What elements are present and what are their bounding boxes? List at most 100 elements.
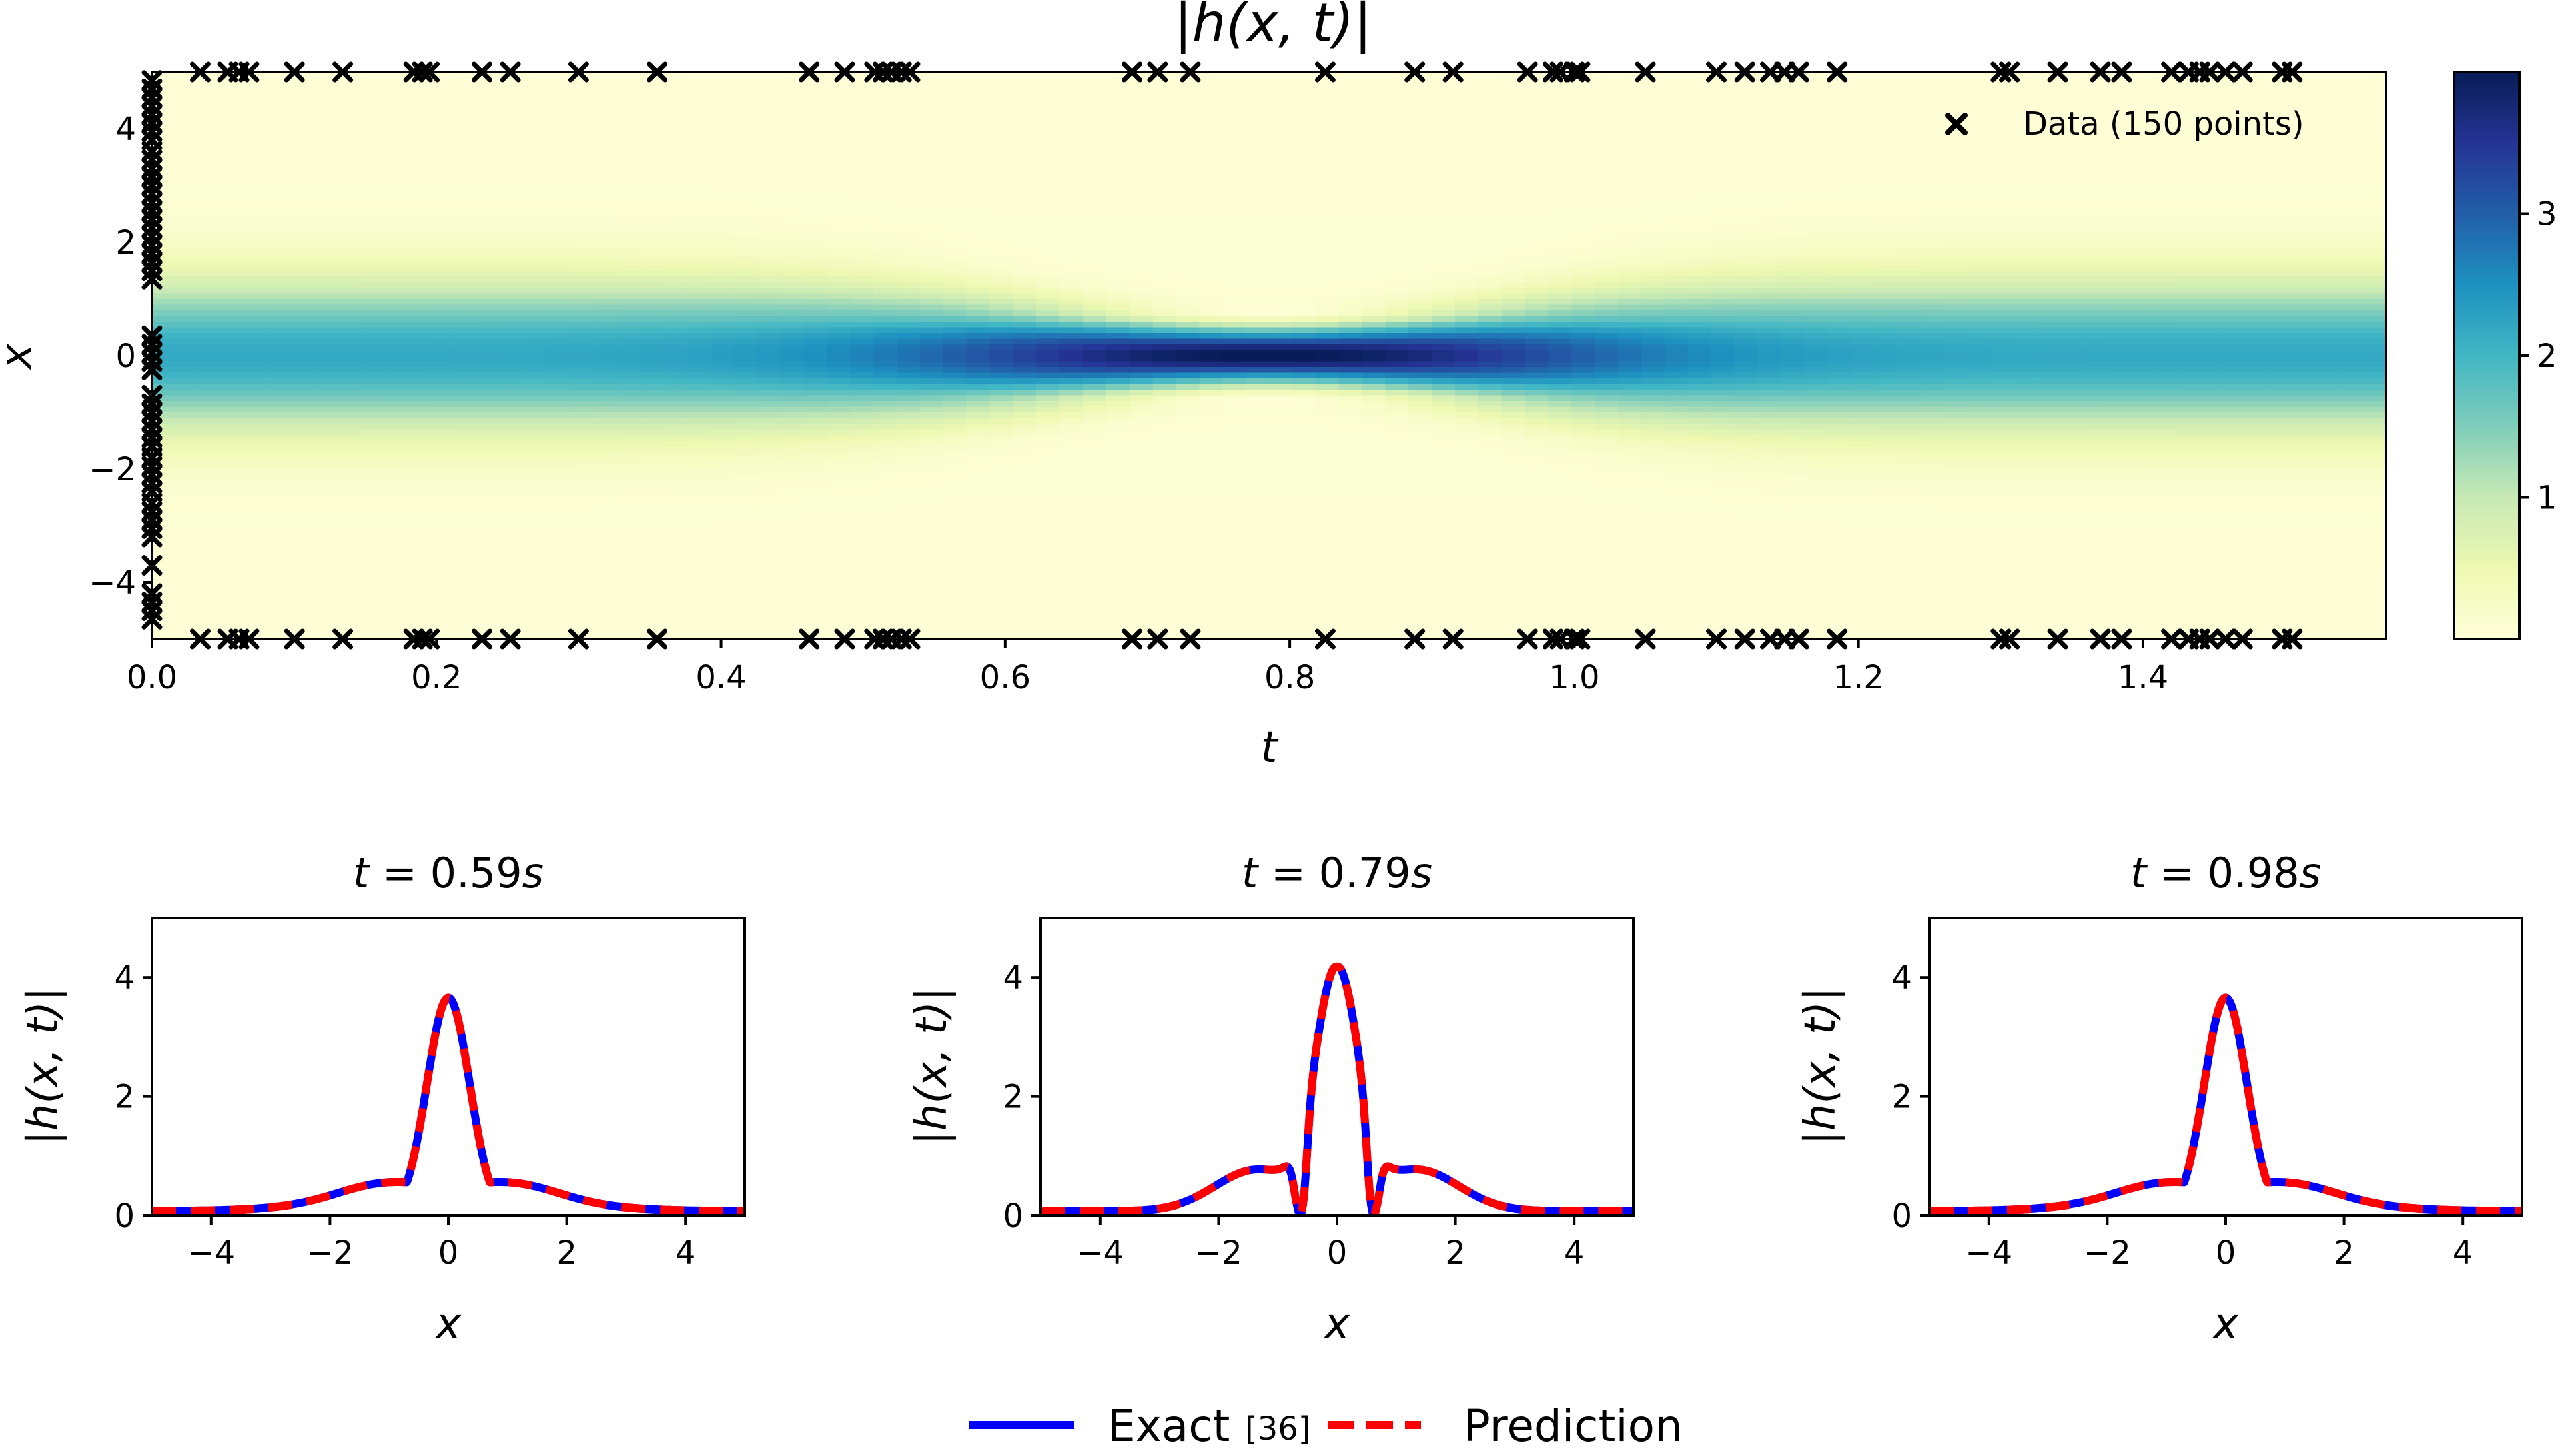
heatmap-cell: [1292, 157, 1316, 163]
heatmap-cell: [292, 310, 316, 317]
heatmap-cell: [570, 418, 595, 424]
heatmap-cell: [361, 276, 386, 283]
heatmap-cell: [711, 134, 735, 141]
heatmap-cell: [711, 565, 735, 572]
heatmap-cell: [1222, 134, 1246, 141]
heatmap-cell: [1106, 571, 1130, 578]
heatmap-cell: [757, 231, 781, 237]
heatmap-cell: [594, 633, 618, 640]
heatmap-cell: [361, 582, 386, 589]
heatmap-cell: [175, 367, 199, 374]
heatmap-cell: [245, 111, 270, 118]
heatmap-cell: [873, 304, 897, 311]
heatmap-cell: [966, 458, 991, 464]
heatmap-cell: [989, 174, 1014, 181]
heatmap-cell: [478, 333, 502, 340]
heatmap-cell: [827, 117, 851, 124]
heatmap-cell: [268, 412, 293, 419]
heatmap-cell: [594, 134, 618, 141]
heatmap-cell: [524, 242, 548, 249]
heatmap-cell: [594, 197, 618, 203]
heatmap-cell: [152, 350, 176, 356]
heatmap-cell: [897, 446, 921, 453]
heatmap-cell: [501, 565, 525, 572]
heatmap-cell: [570, 565, 595, 572]
heatmap-cell: [384, 111, 409, 118]
heatmap-cell: [338, 390, 362, 396]
heatmap-cell: [594, 293, 618, 300]
heatmap-cell: [1106, 174, 1130, 181]
heatmap-cell: [1059, 72, 1084, 79]
heatmap-cell: [803, 350, 828, 356]
heatmap-cell: [175, 338, 199, 345]
heatmap-cell: [292, 333, 316, 340]
heatmap-cell: [640, 537, 665, 544]
heatmap-cell: [1176, 259, 1200, 266]
heatmap-cell: [292, 429, 316, 436]
heatmap-cell: [454, 83, 479, 90]
heatmap-cell: [384, 219, 409, 226]
heatmap-cell: [478, 565, 502, 572]
heatmap-cell: [570, 179, 595, 186]
heatmap-cell: [338, 191, 362, 197]
heatmap-cell: [292, 106, 316, 113]
heatmap-cell: [966, 83, 991, 90]
heatmap-cell: [1292, 610, 1316, 617]
heatmap-cell: [175, 492, 199, 498]
heatmap-cell: [1152, 622, 1177, 628]
heatmap-cell: [454, 225, 479, 231]
heatmap-cell: [1269, 293, 1293, 300]
heatmap-cell: [1292, 571, 1316, 578]
heatmap-cell: [198, 401, 223, 408]
heatmap-cell: [1176, 117, 1200, 124]
heatmap-cell: [384, 129, 409, 135]
heatmap-cell: [919, 440, 944, 447]
heatmap-cell: [1083, 565, 1107, 572]
heatmap-cell: [943, 134, 967, 141]
heatmap-cell: [664, 401, 688, 408]
heatmap-cell: [1083, 338, 1107, 345]
heatmap-cell: [1222, 526, 1246, 532]
heatmap-cell: [687, 622, 711, 628]
heatmap-cell: [361, 458, 386, 464]
heatmap-cell: [152, 452, 176, 458]
heatmap-cell: [1059, 514, 1084, 521]
heatmap-cell: [966, 288, 991, 294]
heatmap-cell: [292, 185, 316, 192]
heatmap-cell: [1036, 633, 1060, 640]
heatmap-cell: [1292, 367, 1316, 374]
heatmap-cell: [757, 492, 781, 498]
heatmap-cell: [1129, 531, 1154, 538]
heatmap-cell: [268, 151, 293, 158]
heatmap-cell: [524, 395, 548, 402]
heatmap-cell: [478, 174, 502, 181]
heatmap-cell: [175, 83, 199, 90]
heatmap-cell: [1013, 89, 1037, 95]
heatmap-cell: [873, 605, 897, 612]
heatmap-cell: [315, 361, 339, 368]
heatmap-cell: [827, 548, 851, 555]
heatmap-cell: [292, 72, 316, 79]
heatmap-cell: [897, 219, 921, 226]
heatmap-cell: [292, 134, 316, 141]
heatmap-cell: [919, 163, 944, 169]
heatmap-cell: [1269, 157, 1293, 163]
heatmap-cell: [547, 111, 572, 118]
heatmap-cell: [966, 89, 991, 95]
heatmap-cell: [338, 576, 362, 583]
heatmap-cell: [501, 469, 525, 476]
heatmap-cell: [524, 526, 548, 532]
heatmap-cell: [827, 288, 851, 294]
heatmap-cell: [1292, 151, 1316, 158]
heatmap-cell: [1199, 117, 1224, 124]
heatmap-cell: [175, 145, 199, 152]
heatmap-cell: [1269, 219, 1293, 226]
heatmap-cell: [245, 95, 270, 101]
heatmap-cell: [570, 89, 595, 95]
heatmap-cell: [1129, 412, 1154, 419]
heatmap-cell: [1106, 293, 1130, 300]
heatmap-cell: [711, 356, 735, 362]
heatmap-cell: [594, 213, 618, 220]
heatmap-cell: [315, 304, 339, 311]
heatmap-cell: [315, 542, 339, 549]
